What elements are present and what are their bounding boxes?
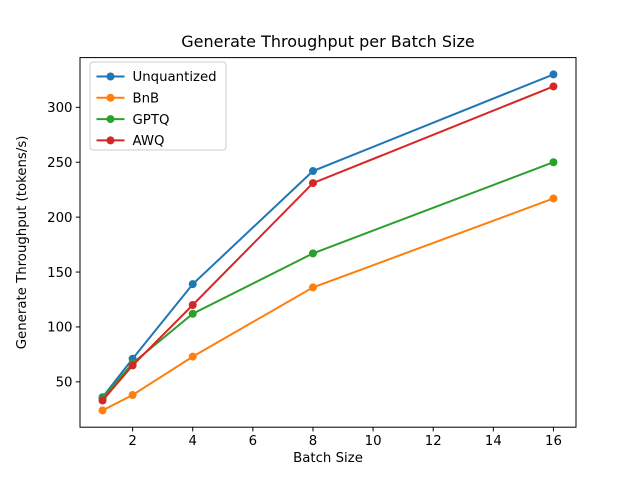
x-tick-label: 6 bbox=[249, 434, 257, 449]
data-point-marker bbox=[549, 82, 558, 91]
data-point-marker bbox=[188, 309, 197, 318]
legend-label: GPTQ bbox=[133, 113, 170, 128]
x-tick-label: 2 bbox=[128, 434, 136, 449]
data-point-marker bbox=[188, 280, 197, 289]
y-tick-label: 300 bbox=[47, 101, 72, 116]
x-tick-label: 14 bbox=[485, 434, 502, 449]
series-layer bbox=[98, 70, 558, 415]
data-point-marker bbox=[188, 352, 197, 361]
x-tick-label: 10 bbox=[365, 434, 382, 449]
legend-marker bbox=[106, 72, 115, 81]
data-point-marker bbox=[549, 194, 558, 203]
data-point-marker bbox=[98, 406, 107, 415]
data-point-marker bbox=[308, 179, 317, 188]
chart-title: Generate Throughput per Batch Size bbox=[181, 32, 474, 51]
data-point-marker bbox=[98, 396, 107, 405]
data-point-marker bbox=[188, 300, 197, 309]
legend-marker bbox=[106, 136, 115, 145]
y-tick-label: 150 bbox=[47, 266, 72, 281]
data-point-marker bbox=[308, 167, 317, 176]
data-point-marker bbox=[549, 70, 558, 79]
plot-area: 2 4 6 8 10 12 14 16 50 100 150 200 250 300 bbox=[47, 57, 577, 449]
data-point-marker bbox=[549, 158, 558, 167]
legend-label: Unquantized bbox=[133, 70, 217, 85]
data-point-marker bbox=[128, 391, 137, 400]
legend-label: AWQ bbox=[133, 134, 165, 149]
x-axis-label: Batch Size bbox=[293, 451, 363, 466]
series-line bbox=[101, 161, 555, 400]
legend-marker bbox=[106, 93, 115, 102]
y-tick-label: 50 bbox=[56, 376, 73, 391]
y-axis-label: Generate Throughput (tokens/s) bbox=[15, 136, 30, 350]
data-point-marker bbox=[308, 283, 317, 292]
legend-frame bbox=[89, 61, 227, 151]
series-line bbox=[101, 197, 555, 412]
legend-label: BnB bbox=[133, 92, 160, 107]
axes-spines bbox=[79, 57, 577, 428]
y-tick-label: 250 bbox=[47, 156, 72, 171]
x-tick-label: 8 bbox=[309, 434, 317, 449]
data-point-marker bbox=[308, 249, 317, 258]
x-tick-label: 16 bbox=[545, 434, 562, 449]
legend: Unquantized BnB GPTQ AWQ bbox=[89, 61, 227, 151]
x-tick-label: 12 bbox=[425, 434, 442, 449]
data-point-marker bbox=[128, 361, 137, 370]
y-tick-label: 100 bbox=[47, 321, 72, 336]
x-tick-label: 4 bbox=[188, 434, 196, 449]
legend-marker bbox=[106, 115, 115, 124]
y-tick-label: 200 bbox=[47, 211, 72, 226]
